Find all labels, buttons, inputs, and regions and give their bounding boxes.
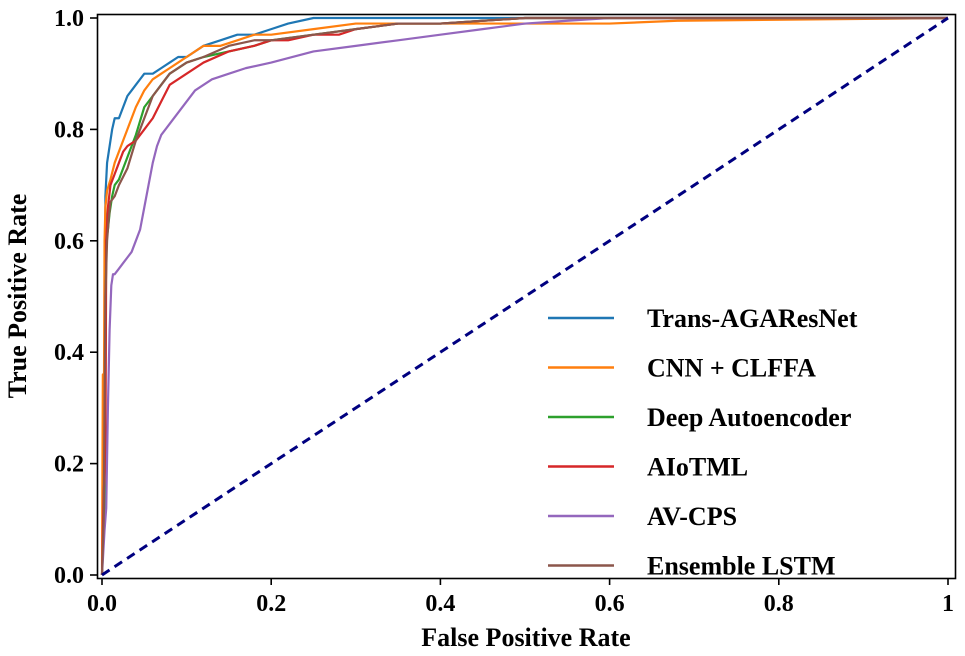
legend-label-trans-agaresnet: Trans-AGAResNet [647, 304, 858, 333]
x-axis-ticks: 0.0 0.2 0.4 0.6 0.8 1 [87, 578, 954, 617]
x-tick-label: 1 [942, 591, 954, 617]
legend-label-aiotml: AIoTML [647, 453, 748, 482]
y-tick-label: 1.0 [54, 6, 84, 32]
x-tick-label: 0.2 [256, 591, 286, 617]
series-line-chance [101, 16, 949, 577]
series-line-av-cps [100, 16, 948, 576]
y-tick-label: 0.0 [54, 563, 84, 589]
y-tick-label: 0.2 [54, 452, 84, 478]
x-tick-label: 0.8 [764, 591, 794, 617]
legend: Trans-AGAResNet CNN + CLFFA Deep Autoencod… [548, 304, 858, 581]
x-tick-label: 0.0 [87, 591, 117, 617]
x-axis-label: False Positive Rate [421, 623, 630, 652]
legend-label-av-cps: AV-CPS [647, 502, 737, 531]
legend-label-ensemble-lstm: Ensemble LSTM [647, 552, 836, 581]
y-axis-label: True Positive Rate [3, 194, 32, 399]
legend-label-deep-autoencoder: Deep Autoencoder [647, 403, 851, 432]
y-tick-label: 0.6 [54, 229, 84, 255]
series-line-cnn-clffa [100, 16, 949, 576]
plot-frame [96, 13, 957, 580]
series-line-trans-agaresnet [100, 16, 948, 576]
legend-label-cnn-clffa: CNN + CLFFA [647, 354, 816, 383]
series-line-ensemble-lstm [100, 16, 948, 576]
curves-layer [100, 16, 949, 577]
x-tick-label: 0.4 [425, 591, 455, 617]
y-tick-label: 0.4 [54, 340, 84, 366]
y-tick-label: 0.8 [54, 117, 84, 143]
x-tick-label: 0.6 [595, 591, 625, 617]
y-axis-ticks: 0.0 0.2 0.4 0.6 0.8 1.0 [54, 6, 97, 589]
